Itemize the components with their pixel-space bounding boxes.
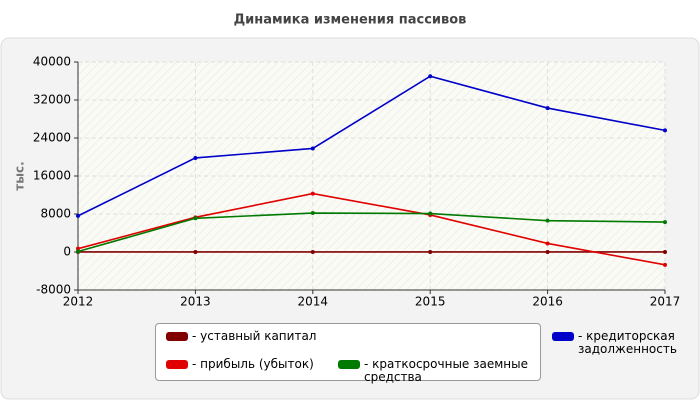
legend-label: уставный капитал <box>200 329 317 343</box>
y-tick-label: 24000 <box>33 131 71 145</box>
legend-swatch <box>166 332 188 341</box>
legend-swatch <box>166 360 188 369</box>
point <box>545 249 550 254</box>
point <box>428 249 433 254</box>
point <box>193 216 198 221</box>
point <box>310 211 315 216</box>
point <box>663 220 667 225</box>
point <box>428 211 433 216</box>
y-tick-label: 0 <box>63 245 71 259</box>
legend-item: - прибыль (убыток) <box>166 358 334 371</box>
legend-item: - кредиторская задолженность <box>552 330 677 356</box>
legend-item: - уставный капитал <box>166 330 334 356</box>
point <box>310 146 315 151</box>
x-tick-label: 2012 <box>63 295 94 309</box>
legend-label: краткосрочные заемные средства <box>364 357 528 384</box>
series-line <box>77 212 666 253</box>
legend: - уставный капитал - прибыль (убыток) - кр… <box>155 323 677 384</box>
x-tick-label: 2014 <box>298 295 329 309</box>
point <box>310 191 315 196</box>
point <box>310 249 315 254</box>
series-line <box>77 192 666 266</box>
y-tick-label: -8000 <box>36 283 71 297</box>
x-tick-label: 2015 <box>415 295 446 309</box>
point <box>76 213 80 218</box>
point <box>663 249 667 254</box>
x-tick-label: 2017 <box>650 295 681 309</box>
point <box>663 262 667 267</box>
point <box>545 106 550 111</box>
chart-title: Динамика изменения пассивов <box>234 13 467 28</box>
point <box>545 218 550 223</box>
y-tick-label: 40000 <box>33 55 71 69</box>
y-tick-label: 16000 <box>33 169 71 183</box>
legend-label: прибыль (убыток) <box>200 357 314 371</box>
legend-swatch <box>338 360 360 369</box>
point <box>545 241 550 246</box>
point <box>193 155 198 160</box>
legend-swatch <box>552 332 574 341</box>
x-tick-label: 2016 <box>532 295 563 309</box>
y-tick-label: 8000 <box>40 207 71 221</box>
point <box>76 249 80 254</box>
legend-item: - краткосрочные заемные средства <box>338 358 548 384</box>
x-tick-label: 2013 <box>180 295 211 309</box>
legend-label: кредиторская задолженность <box>578 329 677 356</box>
point <box>428 74 433 79</box>
series-line <box>77 75 666 217</box>
point <box>76 246 80 251</box>
point <box>663 128 667 133</box>
y-axis-label: тыс. <box>13 161 27 190</box>
y-tick-label: 32000 <box>33 93 71 107</box>
point <box>193 249 198 254</box>
